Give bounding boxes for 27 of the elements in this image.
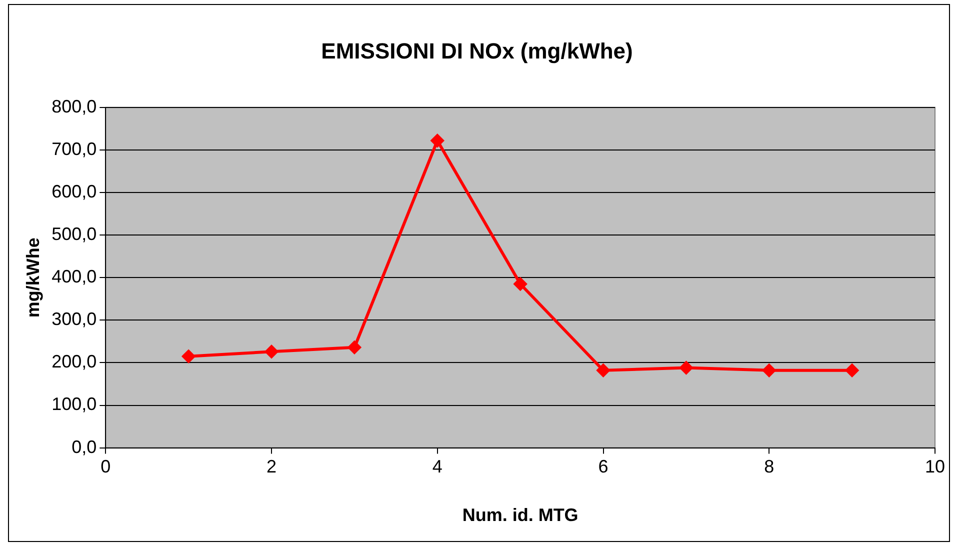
x-tick-label: 10 xyxy=(924,456,946,477)
y-tick-label: 500,0 xyxy=(52,224,97,244)
chart-title: EMISSIONI DI NOx (mg/kWhe) xyxy=(321,38,633,64)
point xyxy=(265,345,278,358)
y-tick-label: 600,0 xyxy=(52,181,97,202)
y-tick-label: 700,0 xyxy=(52,138,97,159)
point xyxy=(182,350,196,363)
x-tick-label: 4 xyxy=(432,456,442,477)
x-tick-label: 6 xyxy=(598,456,608,477)
y-tick-label: 800,0 xyxy=(52,96,97,116)
point xyxy=(846,364,859,377)
x-axis-title: Num. id. MTG xyxy=(462,505,578,526)
x-tick-label: 2 xyxy=(266,456,277,477)
point xyxy=(348,340,361,354)
point xyxy=(514,277,527,290)
x-tick-label: 0 xyxy=(100,456,111,477)
y-tick-label: 400,0 xyxy=(52,266,97,287)
y-axis-title: mg/kWhe xyxy=(22,238,43,318)
y-tick-label: 300,0 xyxy=(52,309,97,330)
point xyxy=(762,364,776,377)
y-tick-label: 0,0 xyxy=(72,436,97,457)
point xyxy=(430,134,444,148)
y-tick-label: 100,0 xyxy=(52,394,97,414)
point xyxy=(596,364,610,377)
point xyxy=(680,361,693,374)
y-tick-label: 200,0 xyxy=(52,352,97,372)
x-tick-label: 8 xyxy=(764,456,774,477)
